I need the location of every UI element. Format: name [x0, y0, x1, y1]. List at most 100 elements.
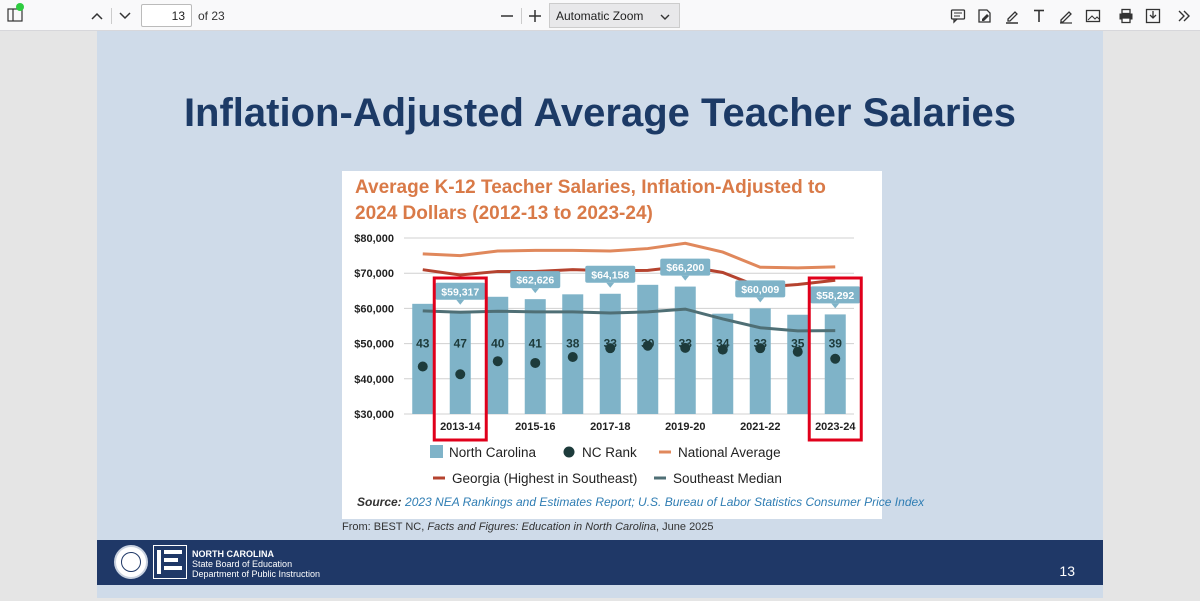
y-tick-label: $30,000	[354, 409, 394, 421]
rank-dot	[717, 344, 728, 355]
legend-label: North Carolina	[449, 445, 537, 460]
arrow-up-icon[interactable]	[86, 5, 108, 27]
callout-pointer	[756, 297, 765, 303]
rank-dot	[492, 356, 503, 367]
x-tick-label: 2021-22	[740, 421, 780, 433]
callout-label: $58,292	[816, 290, 854, 302]
rank-dot	[642, 340, 653, 351]
slide-footer: NORTH CAROLINA State Board of Education …	[97, 540, 1103, 585]
salary-chart: $30,000 $40,000 $50,000 $60,000 $70,000 $80,0…	[354, 233, 863, 486]
legend-label: Southeast Median	[673, 471, 782, 486]
y-tick-label: $80,000	[354, 233, 394, 245]
highlight-icon[interactable]	[1001, 5, 1023, 27]
callout-box	[810, 286, 861, 304]
rank-dot	[755, 343, 766, 354]
callout-label: $66,200	[666, 262, 704, 274]
plus-icon[interactable]	[524, 5, 546, 27]
x-tick-label: 2015-16	[515, 421, 555, 433]
y-tick-label: $50,000	[354, 339, 394, 351]
x-tick-label: 2013-14	[440, 421, 481, 433]
rank-label: 35	[791, 337, 805, 351]
bar-2015-16	[524, 299, 546, 414]
org-name: NORTH CAROLINA	[192, 549, 274, 559]
x-tick-label: 2023-24	[815, 421, 856, 433]
source-label: Source:	[357, 495, 402, 509]
bar-2013-14	[449, 310, 471, 414]
rank-dot	[417, 361, 428, 372]
callout-pointer	[456, 299, 465, 305]
rank-label: 41	[529, 337, 543, 351]
rank-dot	[567, 351, 578, 362]
x-tick-label: 2017-18	[590, 421, 630, 433]
bar-2023-24	[824, 314, 846, 414]
y-tick-label: $40,000	[354, 374, 394, 386]
page-total-label: of 23	[198, 9, 225, 23]
legend-label: National Average	[678, 445, 781, 460]
rank-label: 47	[454, 337, 468, 351]
callout-pointer	[681, 275, 690, 281]
rank-dot	[830, 353, 841, 364]
bar-2022-23	[787, 314, 809, 414]
rank-label: 43	[416, 337, 430, 351]
sidebar-toggle-icon[interactable]	[4, 4, 26, 26]
rank-dot	[530, 357, 541, 368]
callout-label: $62,626	[516, 275, 554, 287]
bar-2014-15	[487, 296, 509, 414]
slide-page-number: 13	[1059, 563, 1075, 579]
rank-label: 30	[641, 337, 655, 351]
org-department: Department of Public Instruction	[192, 569, 321, 579]
draw-icon[interactable]	[1055, 5, 1077, 27]
callout-box	[585, 265, 636, 283]
callout-pointer	[831, 303, 840, 309]
callout-label: $60,009	[741, 284, 779, 296]
from-italic: Facts and Figures: Education in North Ca…	[427, 521, 657, 533]
rank-dot	[680, 342, 691, 353]
page-number-input[interactable]: 13	[141, 4, 192, 27]
zoom-select[interactable]: Automatic Zoom	[549, 3, 680, 28]
highlight-box	[807, 276, 863, 442]
rank-label: 33	[754, 337, 768, 351]
callout-label: $64,158	[591, 269, 629, 281]
dpi-logo	[153, 545, 187, 579]
save-icon[interactable]	[1142, 5, 1164, 27]
legend-label: Georgia (Highest in Southeast)	[452, 471, 637, 486]
line-national-average	[422, 241, 836, 270]
from-prefix: From: BEST NC,	[342, 521, 428, 533]
callout-pointer	[606, 282, 615, 288]
divider	[521, 8, 522, 24]
minus-icon[interactable]	[496, 5, 518, 27]
highlight-box	[432, 276, 488, 442]
legend-swatch-nc	[430, 445, 443, 458]
chart-card: $30,000 $40,000 $50,000 $60,000 $70,000 $80,0…	[342, 171, 924, 519]
callout-box	[735, 280, 786, 298]
divider	[111, 8, 112, 24]
slide-page: Inflation-Adjusted Average Teacher Salar…	[97, 31, 1103, 598]
rank-dot	[455, 369, 466, 380]
print-icon[interactable]	[1115, 5, 1137, 27]
rank-label: 40	[491, 337, 505, 351]
rank-label: 38	[566, 337, 580, 351]
callout-box	[660, 258, 711, 276]
bar-2021-22	[749, 308, 771, 414]
chart-title-line2: 2024 Dollars (2012-13 to 2023-24)	[355, 203, 653, 224]
text-icon[interactable]	[1028, 5, 1050, 27]
source-text: 2023 NEA Rankings and Estimates Report; …	[401, 495, 925, 509]
slide-title: Inflation-Adjusted Average Teacher Salar…	[183, 91, 1017, 135]
signature-icon[interactable]	[974, 5, 996, 27]
tools-menu-icon[interactable]	[1173, 5, 1195, 27]
callout-pointer	[531, 288, 540, 294]
rank-label: 39	[829, 337, 843, 351]
image-icon[interactable]	[1082, 5, 1104, 27]
chevron-down-icon	[659, 10, 671, 24]
rank-dot	[605, 343, 616, 354]
chart-title: Average K-12 Teacher Salaries, Inflation…	[355, 175, 875, 227]
org-board: State Board of Education	[192, 559, 293, 569]
rank-label: 33	[604, 337, 618, 351]
state-seal-logo	[114, 545, 148, 579]
pdf-toolbar: 13 of 23 Automatic Zoom	[0, 0, 1200, 31]
callout-box	[435, 282, 486, 300]
arrow-down-icon[interactable]	[114, 5, 136, 27]
rank-label: 33	[679, 337, 693, 351]
line-southeast-median	[422, 307, 836, 333]
comment-icon[interactable]	[947, 5, 969, 27]
